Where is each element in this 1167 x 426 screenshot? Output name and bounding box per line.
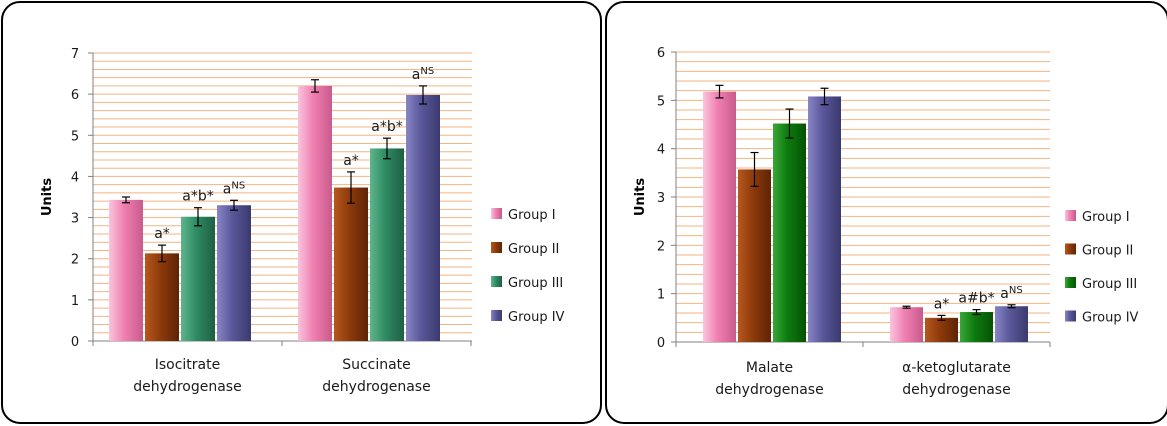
x-category-label: α-ketoglutarate <box>902 360 1011 376</box>
y-tick-label: 2 <box>71 253 79 268</box>
y-tick-label: 3 <box>657 191 665 206</box>
y-tick-label: 5 <box>71 129 79 144</box>
y-tick-label: 7 <box>71 47 79 62</box>
significance-label: aNS <box>223 180 245 197</box>
significance-label: aNS <box>412 66 434 83</box>
chart-right: 0 1 2 3 4 5 6 Units a* a#b* aNS Malate dehydrogenase… <box>633 46 1139 398</box>
legend-swatch <box>491 208 502 219</box>
bar-group-ii <box>738 169 771 342</box>
chart-left: 0 1 2 3 4 5 6 7 Units a* a*b* aNS a* a*b* aNS Isocitrat… <box>40 47 565 395</box>
bar-group-iii <box>773 123 806 343</box>
x-category-label: dehydrogenase <box>133 379 241 395</box>
y-tick-label: 1 <box>657 288 665 303</box>
bar-group-i <box>109 199 143 341</box>
significance-label: aNS <box>1000 285 1022 302</box>
y-tick-label: 2 <box>657 239 665 254</box>
x-category-label: dehydrogenase <box>715 382 823 398</box>
legend-label: Group I <box>1082 210 1130 225</box>
x-category-label: Isocitrate <box>155 357 221 373</box>
bar-group-i <box>703 91 736 342</box>
legend-label: Group II <box>1082 244 1133 259</box>
legend-swatch <box>1065 243 1076 255</box>
legend-label: Group III <box>1082 277 1137 292</box>
bar-group-iv <box>406 94 440 341</box>
legend-label: Group III <box>508 276 563 291</box>
significance-label: a* <box>154 226 170 242</box>
bar-group-iv <box>808 96 841 342</box>
legend-swatch <box>491 276 502 287</box>
legend-swatch <box>1065 210 1076 221</box>
legend-label: Group IV <box>508 310 565 325</box>
bar-group-iii <box>960 312 993 342</box>
x-category-label: Malate <box>746 360 793 376</box>
legend-label: Group IV <box>1082 311 1139 326</box>
bar-group-iii <box>370 148 404 341</box>
significance-label: a*b* <box>371 119 402 135</box>
y-tick-label: 1 <box>71 294 79 309</box>
y-axis-label: Units <box>633 178 648 216</box>
legend-swatch <box>1065 277 1076 288</box>
legend-label: Group I <box>508 208 556 223</box>
y-tick-label: 3 <box>71 212 79 227</box>
y-tick-label: 0 <box>657 336 665 351</box>
bar-group-iv <box>995 306 1028 342</box>
bar-group-ii <box>334 187 368 341</box>
x-category-label: dehydrogenase <box>322 379 430 395</box>
y-axis-label: Units <box>40 178 55 216</box>
legend-swatch <box>491 310 502 321</box>
significance-label: a#b* <box>958 291 994 307</box>
bar-group-i <box>890 307 923 342</box>
bar-group-iii <box>181 216 215 341</box>
y-tick-label: 6 <box>657 46 665 61</box>
x-category-label: dehydrogenase <box>902 382 1010 398</box>
significance-label: a* <box>934 296 950 312</box>
y-tick-label: 6 <box>71 88 79 103</box>
y-tick-label: 5 <box>657 94 665 109</box>
y-tick-label: 4 <box>71 170 79 185</box>
bar-group-i <box>298 85 332 342</box>
legend-swatch <box>491 242 502 253</box>
y-tick-label: 4 <box>657 143 665 158</box>
significance-label: a*b* <box>182 189 213 205</box>
significance-label: a* <box>343 153 359 169</box>
bar-group-iv <box>217 205 251 341</box>
legend-label: Group II <box>508 242 559 257</box>
bar-group-ii <box>925 317 958 342</box>
legend-swatch <box>1065 310 1076 322</box>
y-tick-label: 0 <box>71 335 79 350</box>
x-category-label: Succinate <box>342 357 411 373</box>
bar-group-ii <box>145 253 179 341</box>
